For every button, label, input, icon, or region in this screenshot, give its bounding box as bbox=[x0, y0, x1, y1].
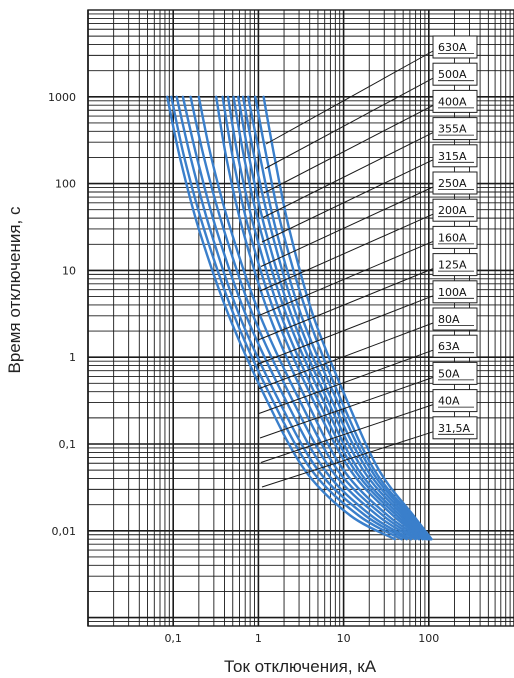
curve-31-5a bbox=[166, 95, 397, 541]
rating-label-box bbox=[432, 198, 478, 222]
leader-line bbox=[259, 376, 434, 439]
rating-label: 250A bbox=[438, 177, 467, 190]
rating-label-box bbox=[432, 416, 478, 440]
curve-125a bbox=[215, 95, 424, 541]
x-tick-label: 10 bbox=[337, 632, 351, 645]
rating-label: 125A bbox=[438, 259, 467, 272]
curve-63a bbox=[181, 95, 413, 541]
rating-label-box bbox=[432, 144, 478, 168]
rating-label-box bbox=[432, 62, 478, 86]
y-tick-label: 0,01 bbox=[52, 525, 77, 538]
rating-label: 630A bbox=[438, 41, 467, 54]
leader-line bbox=[258, 240, 434, 316]
leader-line bbox=[260, 186, 434, 267]
x-tick-labels: 0,1 1 10 100 bbox=[164, 632, 439, 645]
leader-line bbox=[257, 268, 434, 341]
curves-group bbox=[166, 95, 433, 541]
leader-line bbox=[258, 349, 434, 414]
leader-line bbox=[265, 50, 434, 145]
plot-border bbox=[87, 9, 514, 627]
y-tick-label: 0,1 bbox=[59, 438, 77, 451]
rating-label-box bbox=[432, 171, 478, 195]
rating-label-box bbox=[432, 253, 478, 277]
rating-label: 50A bbox=[438, 367, 460, 380]
y-tick-label: 100 bbox=[55, 178, 76, 191]
curve-500a bbox=[254, 95, 433, 541]
leader-line bbox=[264, 77, 434, 169]
leader-line bbox=[261, 159, 434, 243]
rating-label-box bbox=[432, 280, 478, 304]
rating-label: 80A bbox=[438, 313, 460, 326]
rating-labels: 630A 500A 400A 355A 315A 250A 200A 160A 125A 100A… bbox=[432, 35, 478, 440]
leader-line bbox=[263, 104, 434, 194]
leader-line bbox=[256, 295, 434, 365]
curve-355a bbox=[241, 95, 431, 541]
rating-label-box bbox=[432, 334, 478, 358]
curve-250a bbox=[232, 95, 430, 541]
leader-line bbox=[261, 431, 434, 488]
rating-label: 400A bbox=[438, 95, 467, 108]
rating-label-box bbox=[432, 389, 478, 413]
rating-label: 355A bbox=[438, 123, 467, 136]
curve-40a bbox=[170, 95, 403, 541]
leader-line bbox=[260, 404, 434, 463]
y-axis-label: Время отключения, с bbox=[5, 206, 24, 374]
x-tick-label: 1 bbox=[255, 632, 262, 645]
curve-315a bbox=[237, 95, 430, 541]
y-tick-label: 1 bbox=[69, 351, 76, 364]
rating-label: 100A bbox=[438, 286, 467, 299]
rating-label-box bbox=[432, 361, 478, 385]
rating-label: 63A bbox=[438, 340, 460, 353]
curve-200a bbox=[226, 95, 429, 541]
x-tick-label: 0,1 bbox=[164, 632, 182, 645]
curve-400a bbox=[247, 95, 432, 541]
leader-line bbox=[257, 322, 434, 390]
x-axis-label: Ток отключения, кА bbox=[224, 657, 377, 676]
rating-label-box bbox=[432, 35, 478, 59]
rating-label: 31,5A bbox=[438, 422, 470, 435]
curve-50a bbox=[175, 95, 408, 541]
rating-label: 315A bbox=[438, 150, 467, 163]
leader-line bbox=[262, 132, 434, 218]
rating-label: 500A bbox=[438, 68, 467, 81]
leader-line bbox=[259, 213, 434, 292]
y-tick-label: 1000 bbox=[48, 91, 76, 104]
y-tick-label: 10 bbox=[62, 264, 76, 277]
y-tick-labels: 1000 100 10 1 0,1 0,01 bbox=[48, 91, 76, 538]
x-tick-label: 100 bbox=[418, 632, 439, 645]
curve-630a bbox=[262, 95, 433, 541]
curve-80a bbox=[189, 95, 417, 541]
rating-label-box bbox=[432, 117, 478, 141]
leader-lines bbox=[256, 50, 434, 488]
rating-label: 40A bbox=[438, 395, 460, 408]
rating-label: 200A bbox=[438, 204, 467, 217]
rating-label-box bbox=[432, 225, 478, 249]
rating-label: 160A bbox=[438, 231, 467, 244]
rating-label-box bbox=[432, 89, 478, 113]
curve-100a bbox=[197, 95, 421, 541]
curve-160a bbox=[221, 95, 427, 541]
rating-label-box bbox=[432, 307, 478, 331]
